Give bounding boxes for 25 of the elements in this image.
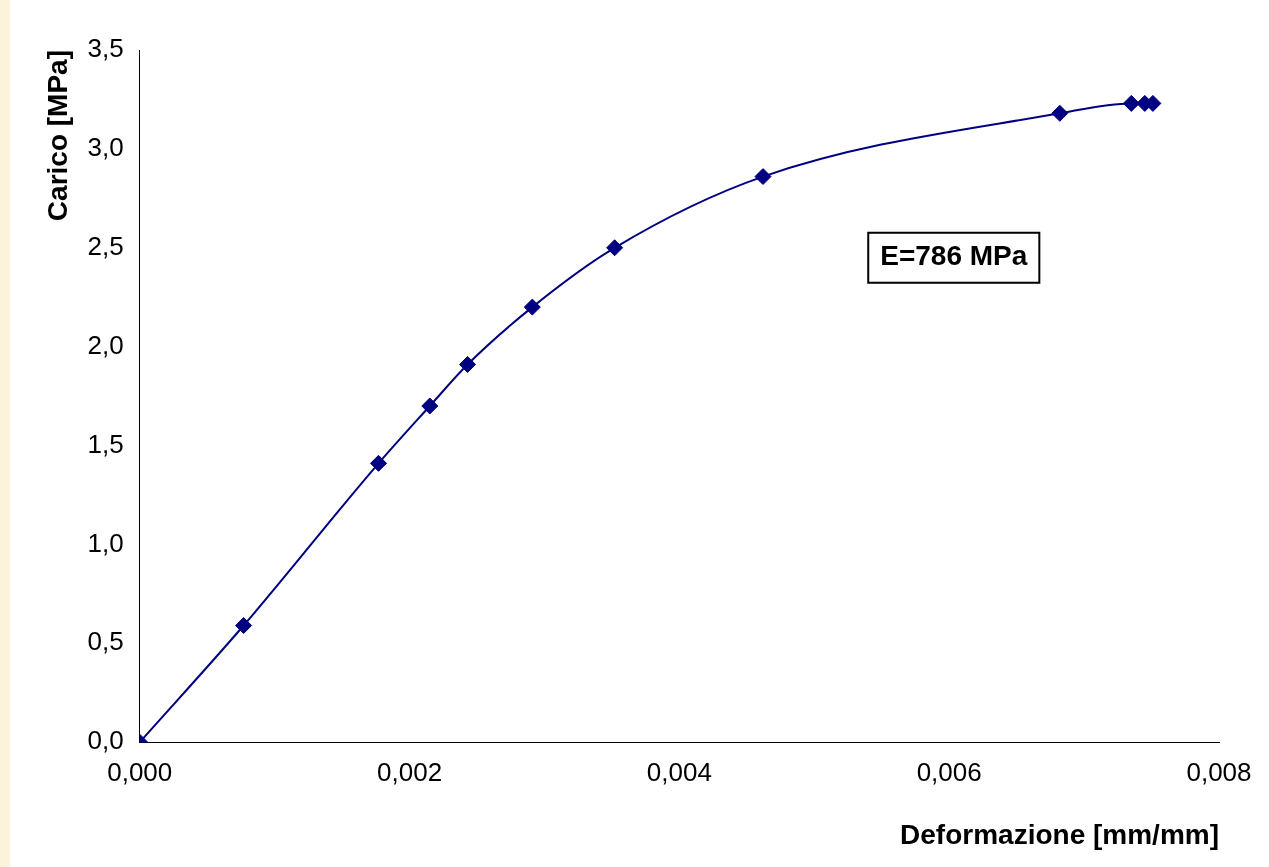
x-tick-label: 0,008 (1186, 756, 1252, 787)
point (421, 397, 439, 415)
y-tick-label: 0,0 (87, 725, 124, 756)
y-tick-label: 3,0 (87, 132, 124, 163)
x-tick-label: 0,004 (646, 756, 712, 787)
y-tick-label: 1,0 (87, 527, 124, 558)
y-tick-label: 2,0 (87, 329, 124, 360)
x-tick-label: 0,006 (916, 756, 982, 787)
annotation: E=786 MPa (880, 240, 1028, 272)
point (1122, 94, 1140, 112)
y-tick-label: 1,5 (87, 428, 124, 459)
point (754, 168, 772, 186)
y-tick-label: 3,5 (87, 33, 124, 64)
point (1051, 104, 1069, 122)
point (459, 355, 477, 373)
x-axis-title: Deformazione [mm/mm] (900, 818, 1219, 850)
point (523, 298, 541, 316)
point (370, 454, 388, 472)
point (235, 617, 253, 635)
point (606, 239, 624, 257)
y-tick-label: 0,5 (87, 626, 124, 657)
x-tick-label: 0,000 (107, 756, 173, 787)
x-tick-label: 0,002 (377, 756, 443, 787)
y-axis-title: Carico [MPa] (41, 50, 73, 222)
y-tick-label: 2,5 (87, 230, 124, 261)
